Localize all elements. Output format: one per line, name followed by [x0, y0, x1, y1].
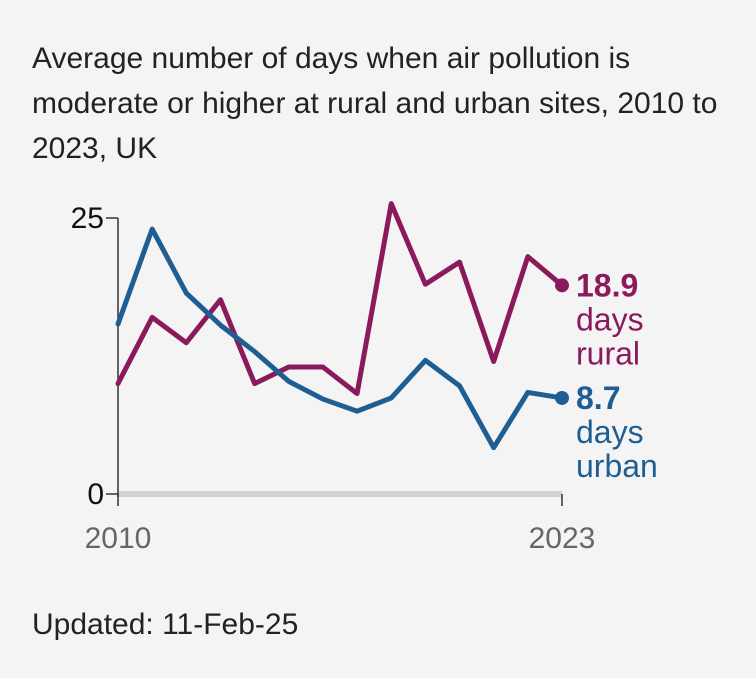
rural-end-point	[555, 278, 569, 293]
urban-end-label-line: urban	[576, 448, 658, 484]
y-tick-label: 0	[87, 478, 104, 511]
axes: 0 25 2010 2023	[71, 202, 596, 555]
series-lines	[115, 201, 569, 451]
y-tick-label: 25	[71, 202, 104, 235]
rural-end-label-line: days	[576, 301, 644, 337]
rural-end-value: 18.9	[576, 267, 638, 303]
urban-end-label-line: days	[576, 414, 644, 450]
urban-series-line	[115, 226, 565, 451]
rural-series-line	[115, 201, 565, 397]
urban-end-point	[555, 390, 569, 405]
chart-title: Average number of days when air pollutio…	[32, 42, 718, 165]
updated-date: Updated: 11-Feb-25	[32, 608, 299, 641]
x-tick-label: 2023	[529, 522, 596, 555]
urban-end-value: 8.7	[576, 380, 620, 416]
x-tick-label: 2010	[85, 522, 152, 555]
rural-end-label-line: rural	[576, 335, 640, 371]
